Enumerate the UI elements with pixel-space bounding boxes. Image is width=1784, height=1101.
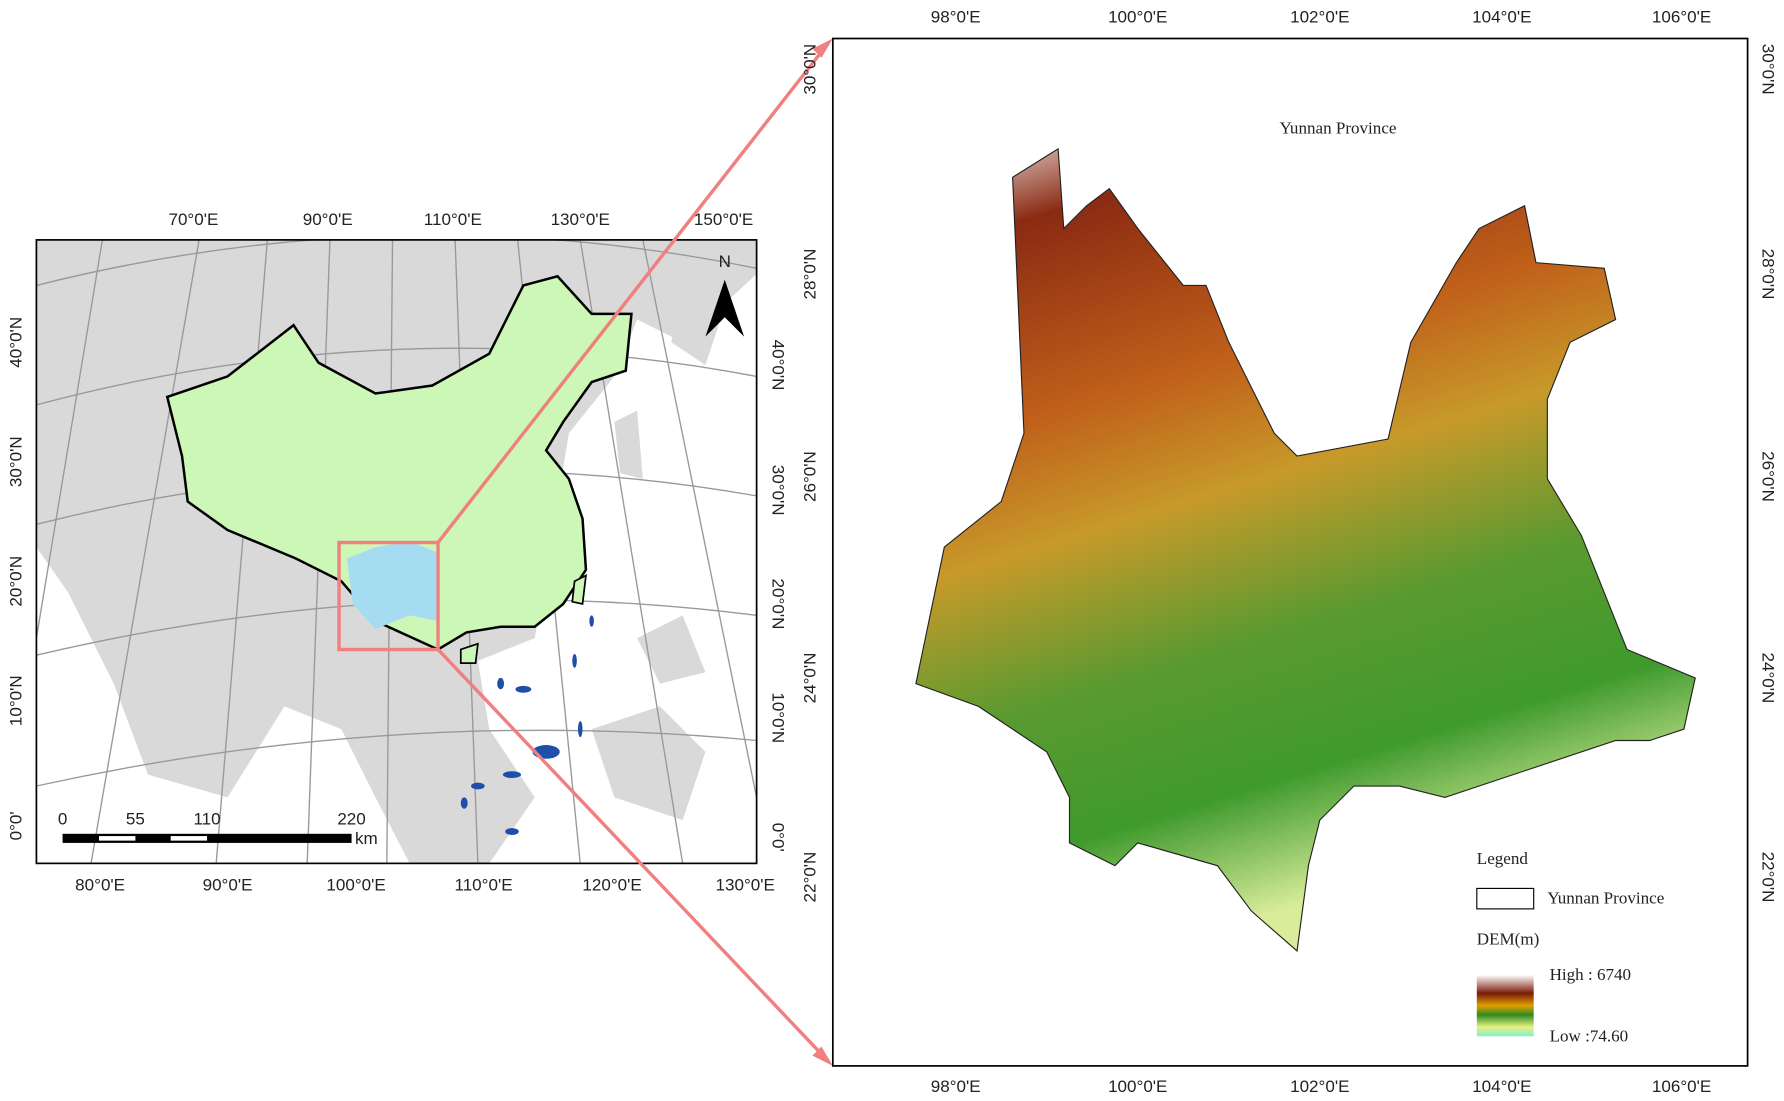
- inset-map-body: [36, 239, 757, 864]
- main-bottom-label: 102°0'E: [1290, 1077, 1349, 1096]
- scale-label: 55: [126, 810, 145, 829]
- main-bottom-label: 106°0'E: [1652, 1077, 1711, 1096]
- inset-bottom-label: 110°0'E: [454, 876, 512, 895]
- north-label: N: [719, 252, 731, 271]
- main-top-label: 100°0'E: [1108, 8, 1167, 27]
- dem-relief: [915, 147, 1696, 953]
- main-top-label: 104°0'E: [1472, 8, 1531, 27]
- main-top-label: 98°0'E: [931, 8, 981, 27]
- inset-top-label: 90°0'E: [303, 210, 353, 229]
- main-top-label: 102°0'E: [1290, 8, 1349, 27]
- inset-right-label: 30°0'N: [769, 465, 788, 516]
- inset-bottom-label: 100°0'E: [326, 876, 385, 895]
- legend-dem-ramp: [1476, 974, 1534, 1037]
- scale-bar: [62, 833, 352, 843]
- inset-bottom-label: 90°0'E: [203, 876, 253, 895]
- inset-bottom-label: 120°0'E: [582, 876, 641, 895]
- inset-frame: [35, 239, 758, 865]
- legend-low-label: Low :74.60: [1550, 1026, 1629, 1045]
- zoom-box: [337, 540, 440, 652]
- inset-left-label: 20°0'N: [7, 556, 26, 607]
- inset-top-label: 70°0'E: [168, 210, 218, 229]
- inset-left-label: 30°0'N: [7, 436, 26, 487]
- inset-top-label: 110°0'E: [424, 210, 482, 229]
- inset-top-label: 150°0'E: [694, 210, 753, 229]
- main-left-label: 28°0'N: [801, 249, 820, 300]
- main-left-label: 24°0'N: [801, 653, 820, 704]
- main-bottom-label: 98°0'E: [931, 1077, 981, 1096]
- main-left-label: 30°0'N: [801, 44, 820, 95]
- scale-label: 0: [58, 810, 67, 829]
- main-right-label: 22°0'N: [1758, 852, 1777, 903]
- main-right-label: 26°0'N: [1758, 451, 1777, 502]
- zoom-lines: [436, 42, 830, 1063]
- main-right-label: 30°0'N: [1758, 44, 1777, 95]
- main-bottom-label: 100°0'E: [1108, 1077, 1167, 1096]
- inset-left-label: 40°0'N: [7, 317, 26, 368]
- map-title: Yunnan Province: [1280, 118, 1397, 137]
- main-bottom-label: 104°0'E: [1472, 1077, 1531, 1096]
- inset-right-label: 10°0'N: [769, 692, 788, 743]
- legend-dem-title: DEM(m): [1477, 930, 1540, 949]
- scale-label: 220: [337, 810, 365, 829]
- legend-high-label: High : 6740: [1550, 965, 1631, 984]
- inset-bottom-label: 80°0'E: [75, 876, 125, 895]
- main-top-label: 106°0'E: [1652, 8, 1711, 27]
- legend-boundary-label: Yunnan Province: [1547, 889, 1664, 908]
- main-left-label: 26°0'N: [801, 451, 820, 502]
- inset-left-label: 10°0'N: [7, 675, 26, 726]
- legend-boundary-swatch: [1476, 887, 1535, 910]
- inset-right-label: 40°0'N: [769, 340, 788, 391]
- main-left-label: 22°0'N: [801, 852, 820, 903]
- scale-unit: km: [355, 829, 378, 848]
- main-right-label: 28°0'N: [1758, 249, 1777, 300]
- inset-left-label: 0°0': [7, 811, 26, 840]
- inset-right-label: 0°0': [769, 823, 788, 852]
- inset-bottom-label: 130°0'E: [716, 876, 775, 895]
- inset-right-label: 20°0'N: [769, 579, 788, 630]
- scale-label: 110: [193, 810, 220, 829]
- legend-title: Legend: [1477, 849, 1529, 868]
- inset-top-label: 130°0'E: [551, 210, 610, 229]
- main-right-label: 24°0'N: [1758, 653, 1777, 704]
- labels: 70°0'E 90°0'E 110°0'E 130°0'E 150°0'E 80°0'E 9…: [7, 8, 1778, 1096]
